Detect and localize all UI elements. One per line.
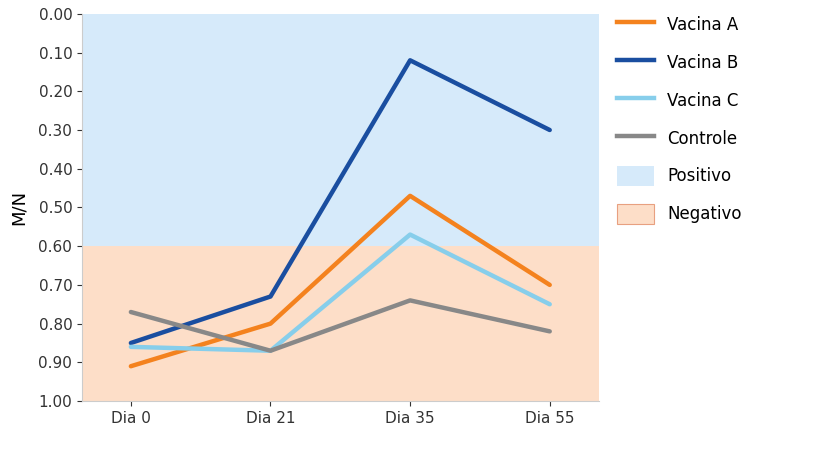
Y-axis label: M/N: M/N — [9, 190, 27, 225]
Bar — [82, 14, 598, 246]
Legend: Vacina A, Vacina B, Vacina C, Controle, Positivo, Negativo: Vacina A, Vacina B, Vacina C, Controle, … — [617, 14, 741, 224]
Bar — [82, 246, 598, 401]
